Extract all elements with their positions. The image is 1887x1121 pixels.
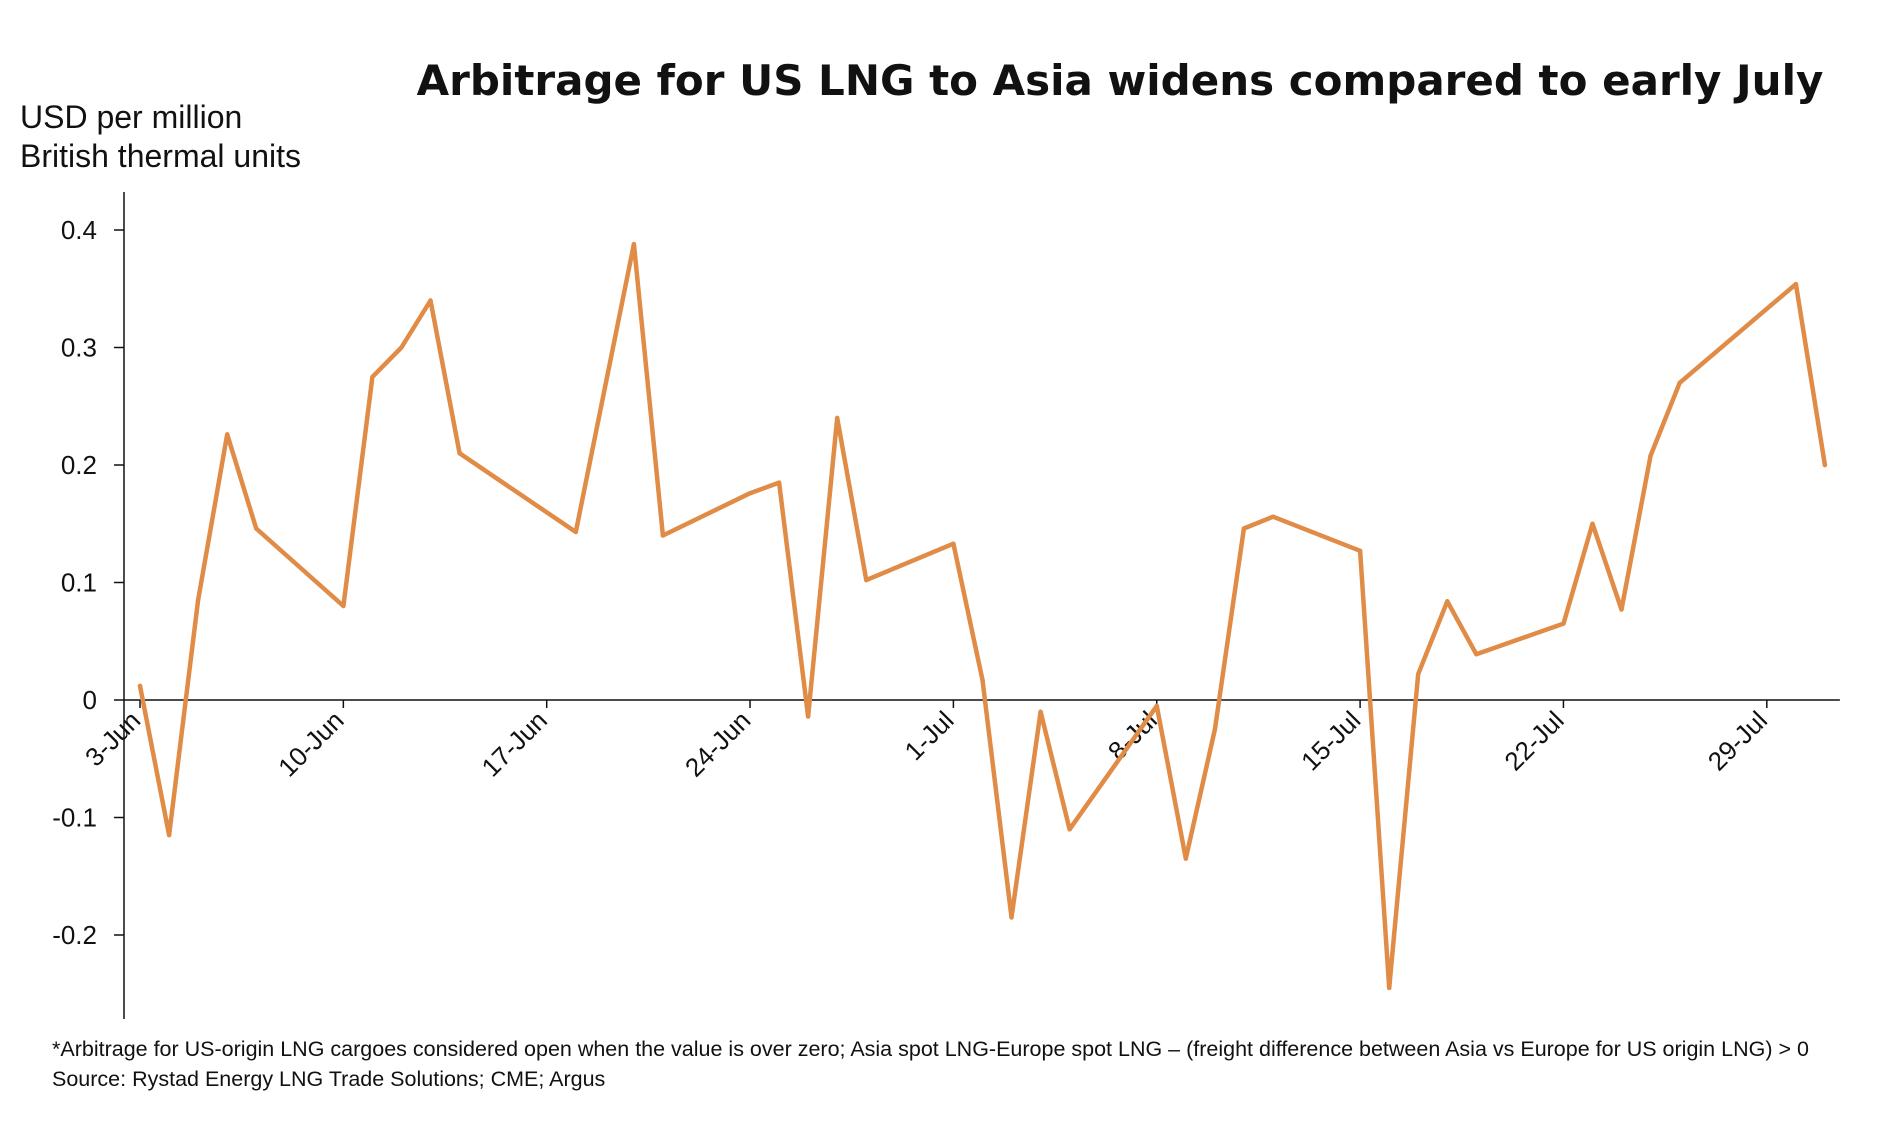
data-point — [835, 415, 840, 421]
series-line — [137, 241, 1828, 991]
y-tick-label: 0 — [83, 685, 97, 715]
data-point — [428, 298, 433, 303]
x-tick-label: 29-Jul — [1702, 705, 1773, 776]
data-point — [1270, 514, 1276, 519]
y-tick-label: 0.1 — [61, 568, 97, 598]
data-point — [951, 541, 956, 546]
source-note: Source: Rystad Energy LNG Trade Solution… — [52, 1067, 605, 1091]
y-tick-label: -0.1 — [52, 803, 97, 833]
data-point — [805, 714, 811, 719]
data-point — [573, 529, 578, 535]
data-point — [254, 526, 259, 531]
x-tick-label: 1-Jul — [899, 705, 960, 766]
y-tick-label: 0.3 — [61, 333, 97, 363]
x-axis: 3-Jun 10-Jun 17-Jun 24-Jun 1-Jul 8-Jul 15-Jul 2… — [79, 699, 1840, 782]
data-point — [1677, 380, 1682, 385]
y-tick-label: 0.4 — [61, 215, 97, 245]
y-axis-ticks: -0.2 -0.1 0 0.1 0.2 0.3 0.4 — [52, 215, 124, 950]
y-tick-label: -0.2 — [52, 920, 97, 950]
chart-title: Arbitrage for US LNG to Asia widens comp… — [417, 56, 1824, 105]
data-point — [1619, 607, 1624, 612]
x-tick-label: 15-Jul — [1295, 705, 1366, 776]
y-tick-label: 0.2 — [61, 450, 97, 480]
data-point — [341, 603, 346, 609]
data-point — [747, 491, 753, 496]
series-group — [137, 241, 1828, 991]
y-axis-label-line-2: British thermal units — [20, 138, 301, 174]
data-point — [1154, 703, 1160, 709]
data-point — [166, 832, 172, 838]
data-point — [137, 683, 143, 689]
data-point — [399, 345, 404, 350]
data-point — [980, 677, 985, 683]
data-point — [660, 533, 666, 538]
data-point — [1445, 599, 1450, 604]
data-point — [1561, 621, 1566, 626]
data-point — [1822, 462, 1828, 468]
data-point — [1590, 521, 1595, 526]
data-point — [1648, 453, 1653, 458]
data-point — [1212, 727, 1218, 732]
data-point — [1474, 652, 1479, 657]
data-point — [1038, 709, 1043, 714]
footnote: *Arbitrage for US-origin LNG cargoes con… — [52, 1037, 1809, 1061]
data-point — [1067, 827, 1072, 832]
data-point — [457, 451, 462, 456]
data-point — [1387, 985, 1392, 991]
data-point — [1183, 856, 1189, 861]
data-point — [1241, 526, 1247, 531]
data-point — [1357, 548, 1363, 553]
x-tick-label: 3-Jun — [79, 705, 146, 772]
data-point — [225, 432, 230, 437]
data-point — [864, 577, 869, 583]
data-point — [1009, 915, 1014, 920]
x-tick-label: 8-Jul — [1102, 705, 1163, 766]
data-point — [1416, 671, 1421, 677]
x-tick-label: 24-Jun — [679, 705, 756, 782]
data-point — [776, 480, 782, 485]
x-tick-label: 17-Jun — [476, 705, 553, 782]
y-axis-label-line-1: USD per million — [20, 99, 242, 135]
data-point — [370, 374, 375, 380]
data-point — [195, 597, 201, 603]
x-tick-label: 22-Jul — [1498, 705, 1569, 776]
data-point — [631, 241, 637, 247]
x-tick-label: 10-Jun — [272, 705, 349, 782]
data-point — [1793, 281, 1799, 287]
